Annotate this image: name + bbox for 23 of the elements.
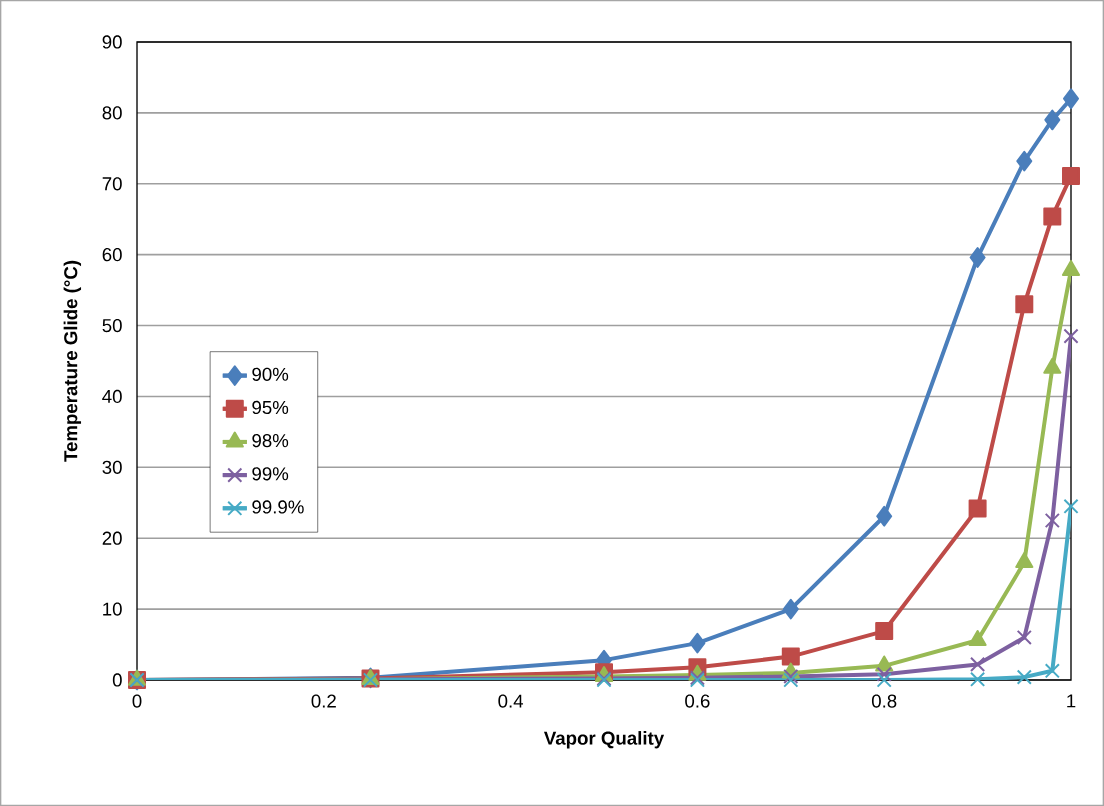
x-tick-label: 0.6 — [685, 694, 710, 708]
y-axis-title: Temperature Glide (°C) — [63, 260, 82, 462]
x-tick-label: 0 — [132, 694, 142, 708]
legend-label: 98% — [252, 434, 289, 448]
y-tick-label: 90 — [102, 35, 122, 49]
y-tick-label: 40 — [102, 389, 122, 404]
y-tick-label: 50 — [102, 318, 122, 333]
x-tick-label: 0.8 — [871, 694, 897, 708]
x-tick-label: 1 — [1067, 694, 1076, 708]
legend-label: 95% — [252, 400, 289, 415]
y-tick-label: 70 — [102, 177, 122, 191]
y-tick-label: 80 — [102, 106, 122, 120]
legend-label: 99.9% — [252, 500, 304, 514]
y-tick-label: 30 — [102, 460, 122, 474]
y-tick-label: 60 — [102, 248, 122, 262]
legend-label: 90% — [252, 367, 289, 381]
y-tick-label: 0 — [112, 673, 122, 687]
y-tick-label: 10 — [103, 602, 122, 616]
legend-label: 99% — [252, 467, 289, 481]
x-axis-title: Vapor Quality — [543, 731, 665, 749]
x-tick-label: 0.4 — [498, 694, 524, 708]
x-tick-label: 0.2 — [311, 694, 336, 708]
y-tick-label: 20 — [102, 531, 122, 545]
